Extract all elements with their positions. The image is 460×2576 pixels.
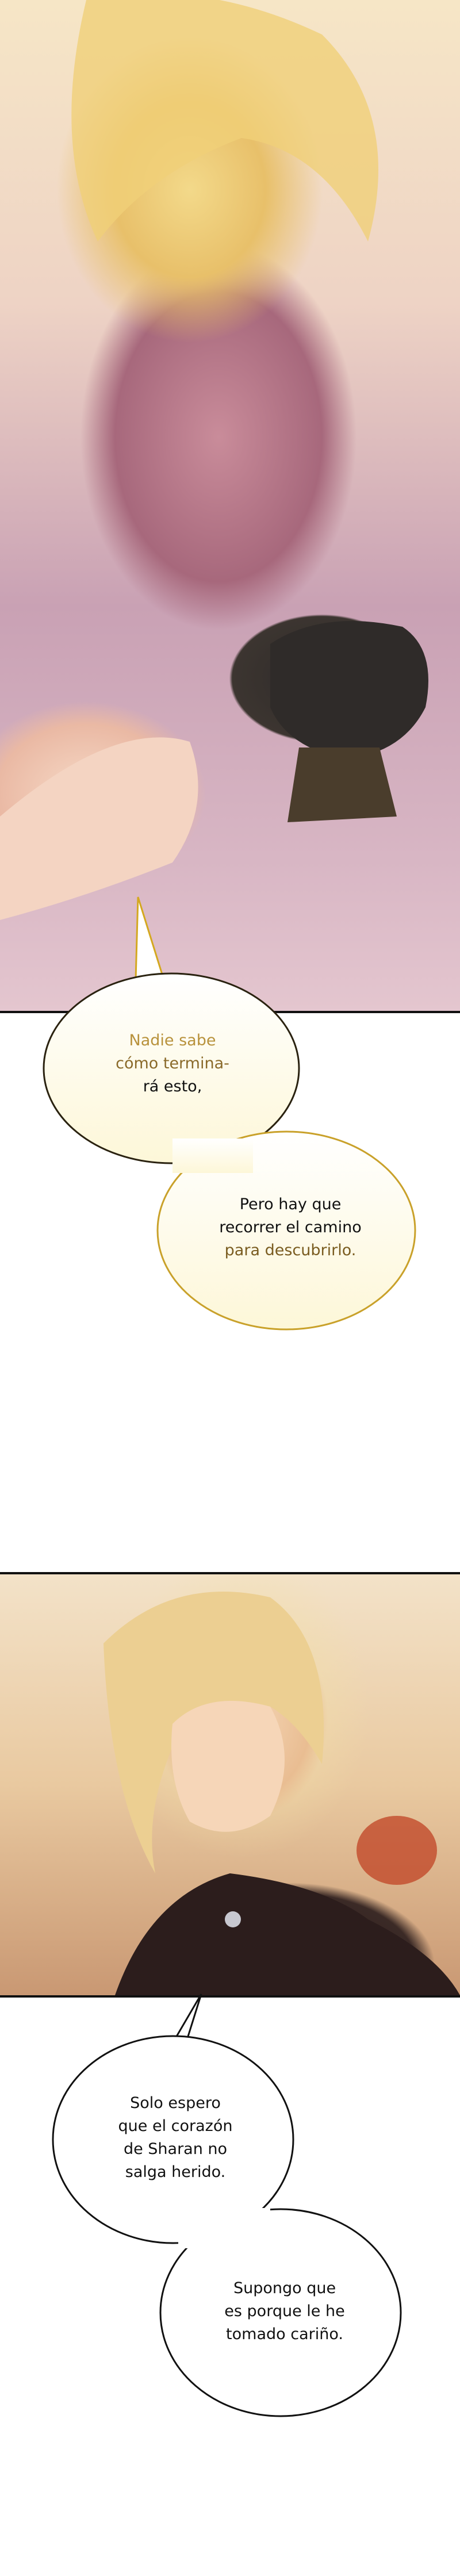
hair xyxy=(71,0,378,241)
speech-bubble-4 xyxy=(159,2208,402,2417)
text-line: salga herido. xyxy=(125,2163,226,2181)
text-line: tomado cariño. xyxy=(226,2325,343,2343)
speech-bubble-3 xyxy=(52,2035,294,2244)
panel-art xyxy=(0,0,428,920)
text-line: para descubrirlo. xyxy=(224,1241,356,1259)
speech-bubble-group-1 xyxy=(43,896,416,1331)
text-line: Supongo que xyxy=(233,2279,336,2297)
comic-panel-smiling-man xyxy=(0,1572,460,1998)
brooch xyxy=(225,1911,241,1927)
teacup-base xyxy=(288,747,397,822)
comic-panel-teacup xyxy=(0,0,460,1013)
face xyxy=(171,1701,285,1832)
speech-bubble-2 xyxy=(156,1130,416,1331)
bubble-join xyxy=(178,2208,270,2248)
bubble-join xyxy=(172,1138,253,1173)
speech-bubble-group-2 xyxy=(52,1994,402,2417)
text-line: es porque le he xyxy=(224,2302,345,2320)
text-line: Solo espero xyxy=(130,2094,221,2112)
speech-bubble-1 xyxy=(43,972,300,1164)
text-line: de Sharan no xyxy=(123,2140,228,2158)
flower xyxy=(356,1816,437,1885)
text-line: recorrer el camino xyxy=(219,1218,362,1236)
coat xyxy=(115,1873,460,1995)
text-line: rá esto, xyxy=(143,1078,202,1095)
panel-art xyxy=(103,1592,460,1995)
text-line: Pero hay que xyxy=(239,1195,342,1213)
text-line: Nadie sabe xyxy=(129,1032,216,1049)
bubble-2-text: Pero hay que recorrer el camino para des… xyxy=(195,1193,385,1262)
bubble-3-text: Solo espero que el corazón de Sharan no … xyxy=(89,2092,262,2184)
bubble-tail xyxy=(174,1994,202,2041)
text-line: que el corazón xyxy=(118,2117,233,2135)
teacup xyxy=(270,621,428,759)
hand xyxy=(0,737,198,920)
text-line: cómo termina- xyxy=(116,1055,229,1072)
bubble-4-text: Supongo que es porque le he tomado cariñ… xyxy=(198,2277,371,2346)
bubble-1-text: Nadie sabe cómo termina- rá esto, xyxy=(86,1029,259,1098)
hair xyxy=(103,1592,324,1873)
